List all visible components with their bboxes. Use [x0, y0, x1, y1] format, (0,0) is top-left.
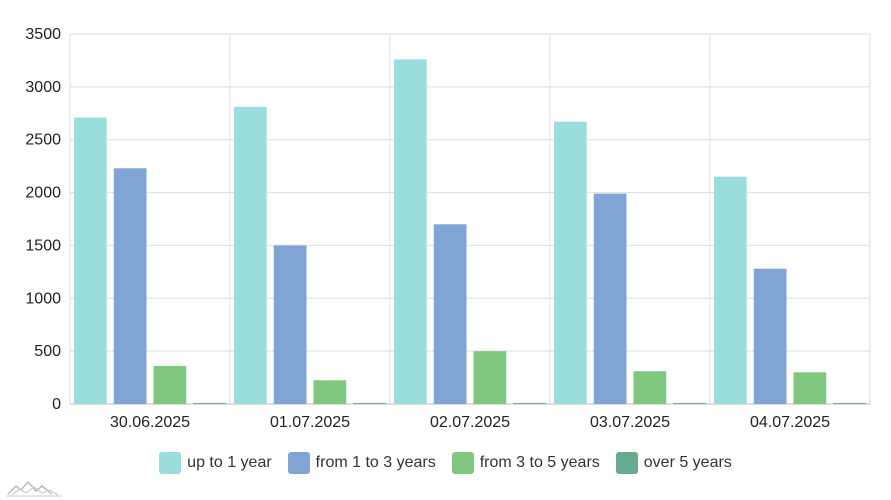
bar-up-to-1-year-01.07.2025[interactable] [234, 106, 267, 404]
bar-over-5-years-01.07.2025[interactable] [353, 403, 386, 404]
bar-up-to-1-year-30.06.2025[interactable] [74, 117, 107, 404]
legend-item[interactable]: from 1 to 3 years [287, 452, 436, 474]
y-tick-label: 3000 [25, 79, 61, 96]
bar-from-1-to-3-years-03.07.2025[interactable] [593, 193, 627, 404]
legend-label: from 3 to 5 years [479, 454, 600, 471]
legend-item[interactable]: from 3 to 5 years [451, 452, 600, 474]
bar-over-5-years-02.07.2025[interactable] [513, 403, 546, 404]
y-tick-label: 2000 [25, 185, 61, 202]
bar-up-to-1-year-02.07.2025[interactable] [394, 59, 427, 404]
bar-from-1-to-3-years-02.07.2025[interactable] [433, 224, 467, 404]
x-axis-ticks: 30.06.2025 01.07.2025 02.07.2025 03.07.2025… [110, 414, 830, 431]
grid-lines [69, 33, 871, 405]
x-tick-label: 04.07.2025 [750, 414, 830, 431]
bar-over-5-years-30.06.2025[interactable] [193, 403, 226, 404]
bar-up-to-1-year-03.07.2025[interactable] [554, 121, 587, 404]
y-axis-ticks: 0 500 1000 1500 2000 2500 3000 3500 [25, 26, 61, 413]
legend-label: up to 1 year [187, 454, 272, 471]
legend-item[interactable]: up to 1 year [159, 452, 272, 474]
bar-over-5-years-03.07.2025[interactable] [673, 403, 706, 404]
x-tick-label: 03.07.2025 [590, 414, 670, 431]
bar-from-3-to-5-years-01.07.2025[interactable] [313, 380, 347, 404]
legend: up to 1 year from 1 to 3 years from 3 to 5… [0, 449, 891, 477]
bar-from-1-to-3-years-01.07.2025[interactable] [273, 245, 307, 404]
y-tick-label: 3500 [25, 26, 61, 43]
bar-over-5-years-04.07.2025[interactable] [833, 403, 866, 404]
legend-swatch [451, 452, 474, 474]
legend-label: over 5 years [643, 454, 732, 471]
bar-from-3-to-5-years-03.07.2025[interactable] [633, 371, 667, 404]
x-tick-label: 30.06.2025 [110, 414, 190, 431]
bar-from-3-to-5-years-30.06.2025[interactable] [153, 365, 187, 404]
y-tick-label: 0 [52, 396, 61, 413]
bar-from-3-to-5-years-02.07.2025[interactable] [473, 351, 507, 404]
y-tick-label: 500 [34, 343, 61, 360]
bar-from-3-to-5-years-04.07.2025[interactable] [793, 372, 827, 404]
legend-item[interactable]: over 5 years [615, 452, 732, 474]
y-tick-label: 2500 [25, 132, 61, 149]
y-tick-label: 1500 [25, 237, 61, 254]
bar-from-1-to-3-years-30.06.2025[interactable] [113, 168, 147, 404]
legend-label: from 1 to 3 years [315, 454, 436, 471]
bars [74, 59, 866, 404]
legend-swatch [287, 452, 310, 474]
bar-up-to-1-year-04.07.2025[interactable] [714, 176, 747, 404]
y-tick-label: 1000 [25, 290, 61, 307]
x-tick-label: 02.07.2025 [430, 414, 510, 431]
legend-swatch [615, 452, 638, 474]
mountain-logo-icon [6, 480, 62, 497]
bar-from-1-to-3-years-04.07.2025[interactable] [753, 268, 787, 404]
x-tick-label: 01.07.2025 [270, 414, 350, 431]
legend-swatch [159, 452, 182, 474]
